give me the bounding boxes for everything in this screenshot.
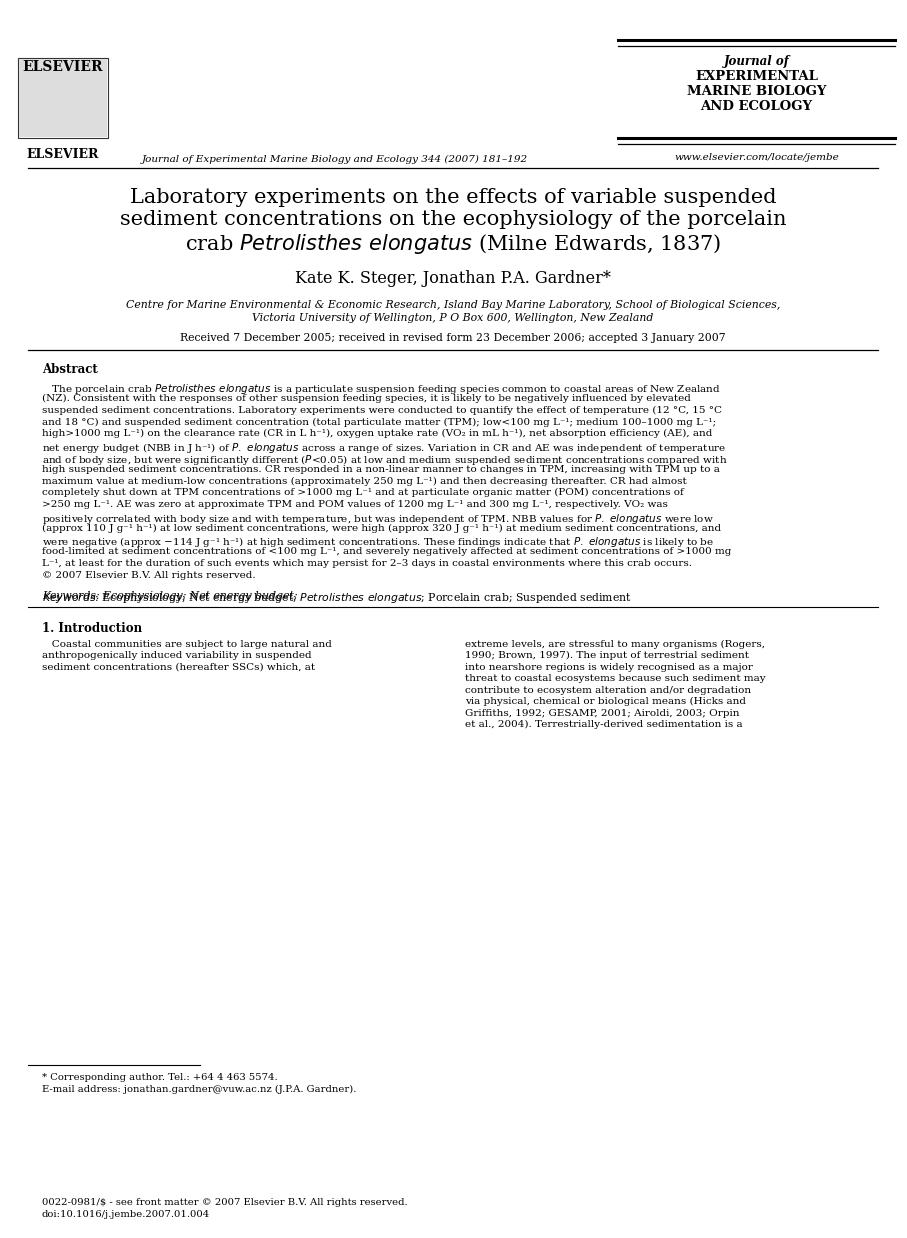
Text: $\mathit{Keywords}$: Ecophysiology; Net energy budget; $\mathit{Petrolisthes\ el: $\mathit{Keywords}$: Ecophysiology; Net … <box>42 591 632 604</box>
Text: (NZ). Consistent with the responses of other suspension feeding species, it is l: (NZ). Consistent with the responses of o… <box>42 394 691 402</box>
Text: Centre for Marine Environmental & Economic Research, Island Bay Marine Laborator: Centre for Marine Environmental & Econom… <box>126 300 780 310</box>
Text: sediment concentrations on the ecophysiology of the porcelain: sediment concentrations on the ecophysio… <box>120 210 786 229</box>
Text: AND ECOLOGY: AND ECOLOGY <box>700 100 813 113</box>
Text: sediment concentrations (hereafter SSCs) which, at: sediment concentrations (hereafter SSCs)… <box>42 662 315 671</box>
Text: Journal of Experimental Marine Biology and Ecology 344 (2007) 181–192: Journal of Experimental Marine Biology a… <box>141 155 528 165</box>
Text: high>1000 mg L⁻¹) on the clearance rate (CR in L h⁻¹), oxygen uptake rate (VO₂ i: high>1000 mg L⁻¹) on the clearance rate … <box>42 430 712 438</box>
Text: and of body size, but were significantly different ($\mathit{P}$<0.05) at low an: and of body size, but were significantly… <box>42 453 727 467</box>
Text: high suspended sediment concentrations. CR responded in a non-linear manner to c: high suspended sediment concentrations. … <box>42 464 720 474</box>
Text: Coastal communities are subject to large natural and: Coastal communities are subject to large… <box>42 640 332 649</box>
Text: contribute to ecosystem alteration and/or degradation: contribute to ecosystem alteration and/o… <box>465 686 751 695</box>
Text: The porcelain crab $\mathit{Petrolisthes\ elongatus}$ is a particulate suspensio: The porcelain crab $\mathit{Petrolisthes… <box>42 383 721 396</box>
Text: et al., 2004). Terrestrially-derived sedimentation is a: et al., 2004). Terrestrially-derived sed… <box>465 721 743 729</box>
Text: * Corresponding author. Tel.: +64 4 463 5574.: * Corresponding author. Tel.: +64 4 463 … <box>42 1073 278 1082</box>
Bar <box>19 59 107 137</box>
Text: Received 7 December 2005; received in revised form 23 December 2006; accepted 3 : Received 7 December 2005; received in re… <box>180 333 726 343</box>
Text: Journal of: Journal of <box>724 54 789 68</box>
Text: maximum value at medium-low concentrations (approximately 250 mg L⁻¹) and then d: maximum value at medium-low concentratio… <box>42 477 687 485</box>
Text: 0022-0981/$ - see front matter © 2007 Elsevier B.V. All rights reserved.: 0022-0981/$ - see front matter © 2007 El… <box>42 1198 407 1207</box>
Text: MARINE BIOLOGY: MARINE BIOLOGY <box>687 85 826 98</box>
Text: >250 mg L⁻¹. AE was zero at approximate TPM and POM values of 1200 mg L⁻¹ and 30: >250 mg L⁻¹. AE was zero at approximate … <box>42 500 668 509</box>
Text: (approx 110 J g⁻¹ h⁻¹) at low sediment concentrations, were high (approx 320 J g: (approx 110 J g⁻¹ h⁻¹) at low sediment c… <box>42 524 721 532</box>
Text: 1. Introduction: 1. Introduction <box>42 621 142 635</box>
Text: E-mail address: jonathan.gardner@vuw.ac.nz (J.P.A. Gardner).: E-mail address: jonathan.gardner@vuw.ac.… <box>42 1084 356 1094</box>
Text: were negative (approx −114 J g⁻¹ h⁻¹) at high sediment concentrations. These fin: were negative (approx −114 J g⁻¹ h⁻¹) at… <box>42 535 714 550</box>
Text: anthropogenically induced variability in suspended: anthropogenically induced variability in… <box>42 651 312 660</box>
Text: crab $\mathit{Petrolisthes\ elongatus}$ (Milne Edwards, 1837): crab $\mathit{Petrolisthes\ elongatus}$ … <box>185 232 721 256</box>
Text: 1990; Brown, 1997). The input of terrestrial sediment: 1990; Brown, 1997). The input of terrest… <box>465 651 749 660</box>
Text: completely shut down at TPM concentrations of >1000 mg L⁻¹ and at particulate or: completely shut down at TPM concentratio… <box>42 488 684 498</box>
Text: via physical, chemical or biological means (Hicks and: via physical, chemical or biological mea… <box>465 697 746 706</box>
Text: ELSEVIER: ELSEVIER <box>23 59 103 74</box>
Text: net energy budget (NBB in J h⁻¹) of $\mathit{P.\ elongatus}$ across a range of s: net energy budget (NBB in J h⁻¹) of $\ma… <box>42 441 727 456</box>
Text: © 2007 Elsevier B.V. All rights reserved.: © 2007 Elsevier B.V. All rights reserved… <box>42 571 256 579</box>
Text: Abstract: Abstract <box>42 363 98 376</box>
Text: extreme levels, are stressful to many organisms (Rogers,: extreme levels, are stressful to many or… <box>465 640 765 649</box>
Text: positively correlated with body size and with temperature, but was independent o: positively correlated with body size and… <box>42 511 714 526</box>
Text: Victoria University of Wellington, P O Box 600, Wellington, New Zealand: Victoria University of Wellington, P O B… <box>252 313 654 323</box>
Text: ELSEVIER: ELSEVIER <box>27 149 99 161</box>
Text: EXPERIMENTAL: EXPERIMENTAL <box>695 71 818 83</box>
Text: threat to coastal ecosystems because such sediment may: threat to coastal ecosystems because suc… <box>465 675 766 683</box>
Text: into nearshore regions is widely recognised as a major: into nearshore regions is widely recogni… <box>465 662 753 671</box>
Text: Griffiths, 1992; GESAMP, 2001; Airoldi, 2003; Orpin: Griffiths, 1992; GESAMP, 2001; Airoldi, … <box>465 708 739 718</box>
Text: www.elsevier.com/locate/jembe: www.elsevier.com/locate/jembe <box>674 154 839 162</box>
Text: food-limited at sediment concentrations of <100 mg L⁻¹, and severely negatively : food-limited at sediment concentrations … <box>42 547 731 556</box>
Text: and 18 °C) and suspended sediment concentration (total particulate matter (TPM);: and 18 °C) and suspended sediment concen… <box>42 417 717 427</box>
Text: doi:10.1016/j.jembe.2007.01.004: doi:10.1016/j.jembe.2007.01.004 <box>42 1210 210 1219</box>
Bar <box>18 58 108 137</box>
Text: suspended sediment concentrations. Laboratory experiments were conducted to quan: suspended sediment concentrations. Labor… <box>42 406 722 415</box>
Text: Kate K. Steger, Jonathan P.A. Gardner*: Kate K. Steger, Jonathan P.A. Gardner* <box>295 270 611 287</box>
Text: Keywords: Ecophysiology; Net energy budget;: Keywords: Ecophysiology; Net energy budg… <box>42 591 301 600</box>
Text: L⁻¹, at least for the duration of such events which may persist for 2–3 days in : L⁻¹, at least for the duration of such e… <box>42 560 692 568</box>
Text: Laboratory experiments on the effects of variable suspended: Laboratory experiments on the effects of… <box>130 188 776 207</box>
